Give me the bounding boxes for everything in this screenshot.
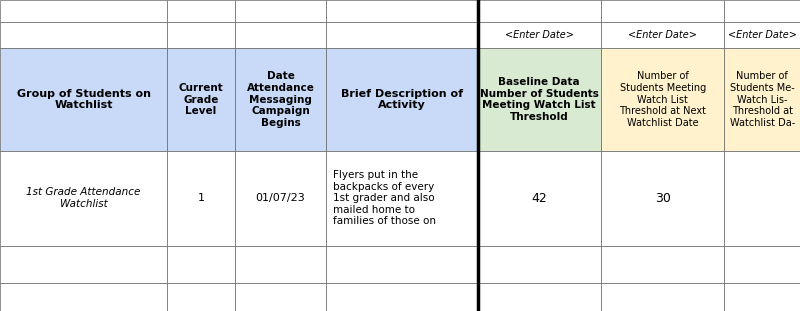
Bar	[235, 48, 326, 151]
Bar	[724, 22, 800, 48]
Text: Brief Description of
Activity: Brief Description of Activity	[341, 89, 463, 110]
Bar	[326, 283, 478, 311]
Bar	[326, 0, 478, 22]
Text: Flyers put in the
backpacks of every
1st grader and also
mailed home to
families: Flyers put in the backpacks of every 1st…	[333, 170, 436, 226]
Bar	[167, 0, 235, 22]
Text: <Enter Date>: <Enter Date>	[728, 30, 797, 40]
Text: Group of Students on
Watchlist: Group of Students on Watchlist	[17, 89, 150, 110]
Bar	[478, 0, 601, 22]
Text: Date
Attendance
Messaging
Campaign
Begins: Date Attendance Messaging Campaign Begin…	[246, 71, 314, 128]
Bar	[724, 246, 800, 283]
Text: Baseline Data
Number of Students
Meeting Watch List
Threshold: Baseline Data Number of Students Meeting…	[480, 77, 598, 122]
Text: 1: 1	[198, 193, 205, 203]
Bar	[601, 246, 724, 283]
Bar	[0, 0, 167, 22]
Bar	[167, 22, 235, 48]
Bar	[478, 22, 601, 48]
Text: Number of
Students Me-
Watch Lis-
Threshold at
Watchlist Da-: Number of Students Me- Watch Lis- Thresh…	[730, 71, 795, 128]
Bar	[724, 0, 800, 22]
Text: 30: 30	[654, 192, 670, 205]
Text: <Enter Date>: <Enter Date>	[505, 30, 574, 40]
Bar	[0, 283, 167, 311]
Bar	[0, 22, 167, 48]
Bar	[326, 151, 478, 246]
Text: 1st Grade Attendance
Watchlist: 1st Grade Attendance Watchlist	[26, 188, 141, 209]
Bar	[235, 22, 326, 48]
Bar	[235, 151, 326, 246]
Bar	[167, 48, 235, 151]
Bar	[478, 151, 601, 246]
Bar	[601, 283, 724, 311]
Bar	[167, 246, 235, 283]
Bar	[724, 48, 800, 151]
Text: Current
Grade
Level: Current Grade Level	[178, 83, 223, 116]
Bar	[601, 48, 724, 151]
Bar	[724, 151, 800, 246]
Bar	[326, 246, 478, 283]
Text: <Enter Date>: <Enter Date>	[628, 30, 697, 40]
Bar	[167, 151, 235, 246]
Bar	[235, 246, 326, 283]
Bar	[478, 283, 601, 311]
Bar	[478, 48, 601, 151]
Bar	[478, 246, 601, 283]
Bar	[235, 283, 326, 311]
Bar	[601, 22, 724, 48]
Bar	[0, 246, 167, 283]
Text: Number of
Students Meeting
Watch List
Threshold at Next
Watchlist Date: Number of Students Meeting Watch List Th…	[619, 71, 706, 128]
Bar	[601, 0, 724, 22]
Bar	[167, 283, 235, 311]
Bar	[0, 48, 167, 151]
Bar	[724, 283, 800, 311]
Bar	[601, 151, 724, 246]
Bar	[326, 48, 478, 151]
Bar	[326, 22, 478, 48]
Bar	[0, 151, 167, 246]
Text: 01/07/23: 01/07/23	[256, 193, 306, 203]
Text: 42: 42	[531, 192, 547, 205]
Bar	[235, 0, 326, 22]
